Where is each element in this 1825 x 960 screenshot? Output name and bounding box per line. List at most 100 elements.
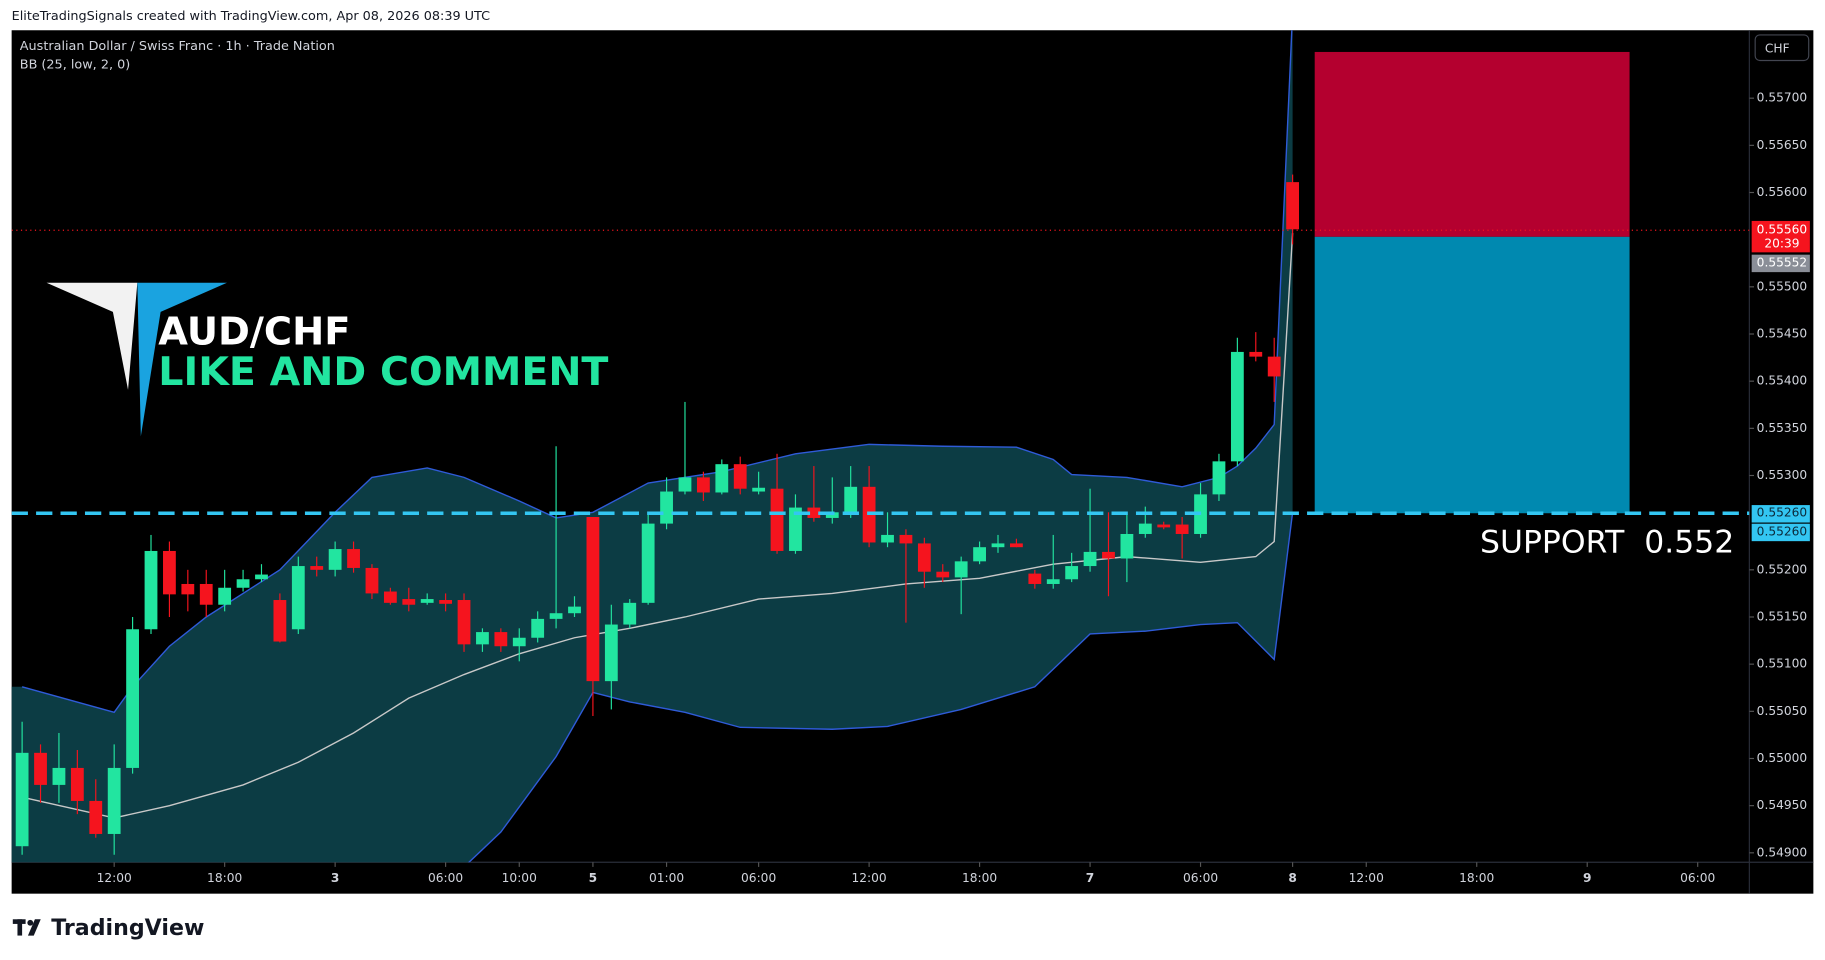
stop-zone: [1314, 51, 1630, 237]
x-tick-label: 9: [1583, 871, 1592, 885]
candle-body: [807, 507, 821, 518]
y-tick-label: 0.55500: [1757, 279, 1807, 293]
x-tick-label: 18:00: [962, 871, 997, 885]
brand-logo: [12, 919, 41, 936]
countdown: 20:39: [1764, 237, 1799, 251]
x-tick-label: 12:00: [97, 871, 132, 885]
support-annotation: SUPPORT 0.552: [1480, 524, 1734, 560]
candle-body: [328, 549, 342, 570]
candle-body: [899, 534, 913, 544]
candle-body: [255, 574, 268, 580]
candle-body: [181, 583, 195, 595]
bid-box: [1751, 254, 1810, 273]
candle-body: [1102, 551, 1115, 559]
x-tick-label: 12:00: [852, 871, 887, 885]
x-tick-label: 3: [331, 871, 340, 885]
logo-part: [17, 919, 23, 936]
candle-body: [163, 550, 176, 595]
axes: 0.54900 0.54950 0.55000 0.55050 0.55100 0.551…: [97, 91, 1810, 885]
y-tick-label: 0.55000: [1757, 751, 1807, 765]
logo-part: [27, 919, 41, 936]
bid-label: 0.55552: [1757, 255, 1807, 269]
x-tick-label: 12:00: [1349, 871, 1384, 885]
support-box: [1751, 523, 1810, 542]
watermark-logo: [46, 282, 227, 437]
currency[interactable]: CHF: [1765, 41, 1790, 55]
candle-body: [954, 561, 968, 578]
x-tick-label: 10:00: [502, 871, 537, 885]
candle-body: [660, 491, 673, 524]
x-tick-label: 01:00: [649, 871, 684, 885]
y-tick-label: 0.55200: [1757, 562, 1807, 576]
candle-body: [291, 566, 305, 630]
candle-body: [696, 477, 710, 493]
caption: EliteTradingSignals created with Trading…: [12, 9, 490, 24]
y-tick-label: 0.55450: [1757, 327, 1807, 341]
candle-body: [1046, 579, 1060, 584]
candle-body: [1083, 551, 1097, 567]
support-price-label: 0.55260: [1757, 506, 1807, 520]
y-tick-label: 0.55300: [1757, 468, 1807, 482]
candle-body: [89, 800, 103, 834]
candle-body: [1028, 573, 1042, 584]
x-tick-label: 5: [589, 871, 598, 885]
candle-body: [365, 567, 379, 594]
candle-body: [310, 566, 324, 570]
candle-body: [844, 486, 858, 513]
last-price-box: [1751, 220, 1810, 253]
candle-body: [476, 632, 489, 645]
x-tick-label: 06:00: [741, 871, 776, 885]
y-tick-label: 0.55650: [1757, 138, 1807, 152]
candle-body: [789, 507, 802, 551]
last-price-label: 0.55560: [1757, 223, 1807, 237]
candle-body: [1212, 461, 1226, 495]
candle-body: [1249, 351, 1263, 357]
candle-body: [347, 549, 360, 568]
candle-body: [568, 606, 581, 614]
candle-body: [383, 591, 397, 603]
x-tick-label: 06:00: [1680, 871, 1715, 885]
candle-body: [917, 543, 931, 572]
bb-lower: [467, 512, 1294, 863]
candle-body: [1120, 533, 1134, 559]
candle-body: [273, 600, 287, 642]
logo-white: [46, 282, 138, 390]
y-tick-label: 0.55700: [1757, 91, 1807, 105]
candle-body: [439, 600, 453, 604]
brand: TradingView: [51, 915, 204, 941]
logo-blue: [137, 282, 227, 437]
candle-body: [1175, 524, 1189, 534]
candle-body: [34, 752, 47, 785]
candle-body: [199, 583, 213, 605]
candle-body: [70, 767, 84, 801]
candle-body: [641, 523, 655, 603]
candle-body: [15, 752, 29, 847]
candle-body: [420, 599, 434, 603]
candle-body: [1010, 543, 1023, 548]
currency-button[interactable]: [1754, 34, 1810, 62]
candle-body: [770, 488, 784, 551]
candle-body: [733, 464, 747, 489]
candle-body: [825, 512, 839, 518]
candle-body: [1065, 566, 1079, 580]
x-tick-label: 06:00: [428, 871, 463, 885]
x-tick-label: 18:00: [207, 871, 242, 885]
y-tick-label: 0.55600: [1757, 185, 1807, 199]
plot-area: [11, 30, 1750, 863]
symbol-legend: Australian Dollar / Swiss Franc · 1h · T…: [20, 39, 335, 54]
x-tick-label: 7: [1086, 871, 1095, 885]
candle-body: [881, 534, 894, 543]
candle-body: [752, 487, 766, 492]
candle-body: [936, 571, 950, 578]
support-price-label: 0.55260: [1757, 524, 1807, 538]
candle-body: [678, 477, 692, 492]
candle-body: [531, 618, 545, 638]
candle-body: [549, 613, 563, 619]
y-tick-label: 0.55150: [1757, 609, 1807, 623]
y-tick-label: 0.55350: [1757, 421, 1807, 435]
candle-body: [402, 599, 416, 605]
candle-body: [218, 587, 232, 605]
candle-body: [991, 543, 1005, 548]
candle-body: [512, 637, 526, 647]
